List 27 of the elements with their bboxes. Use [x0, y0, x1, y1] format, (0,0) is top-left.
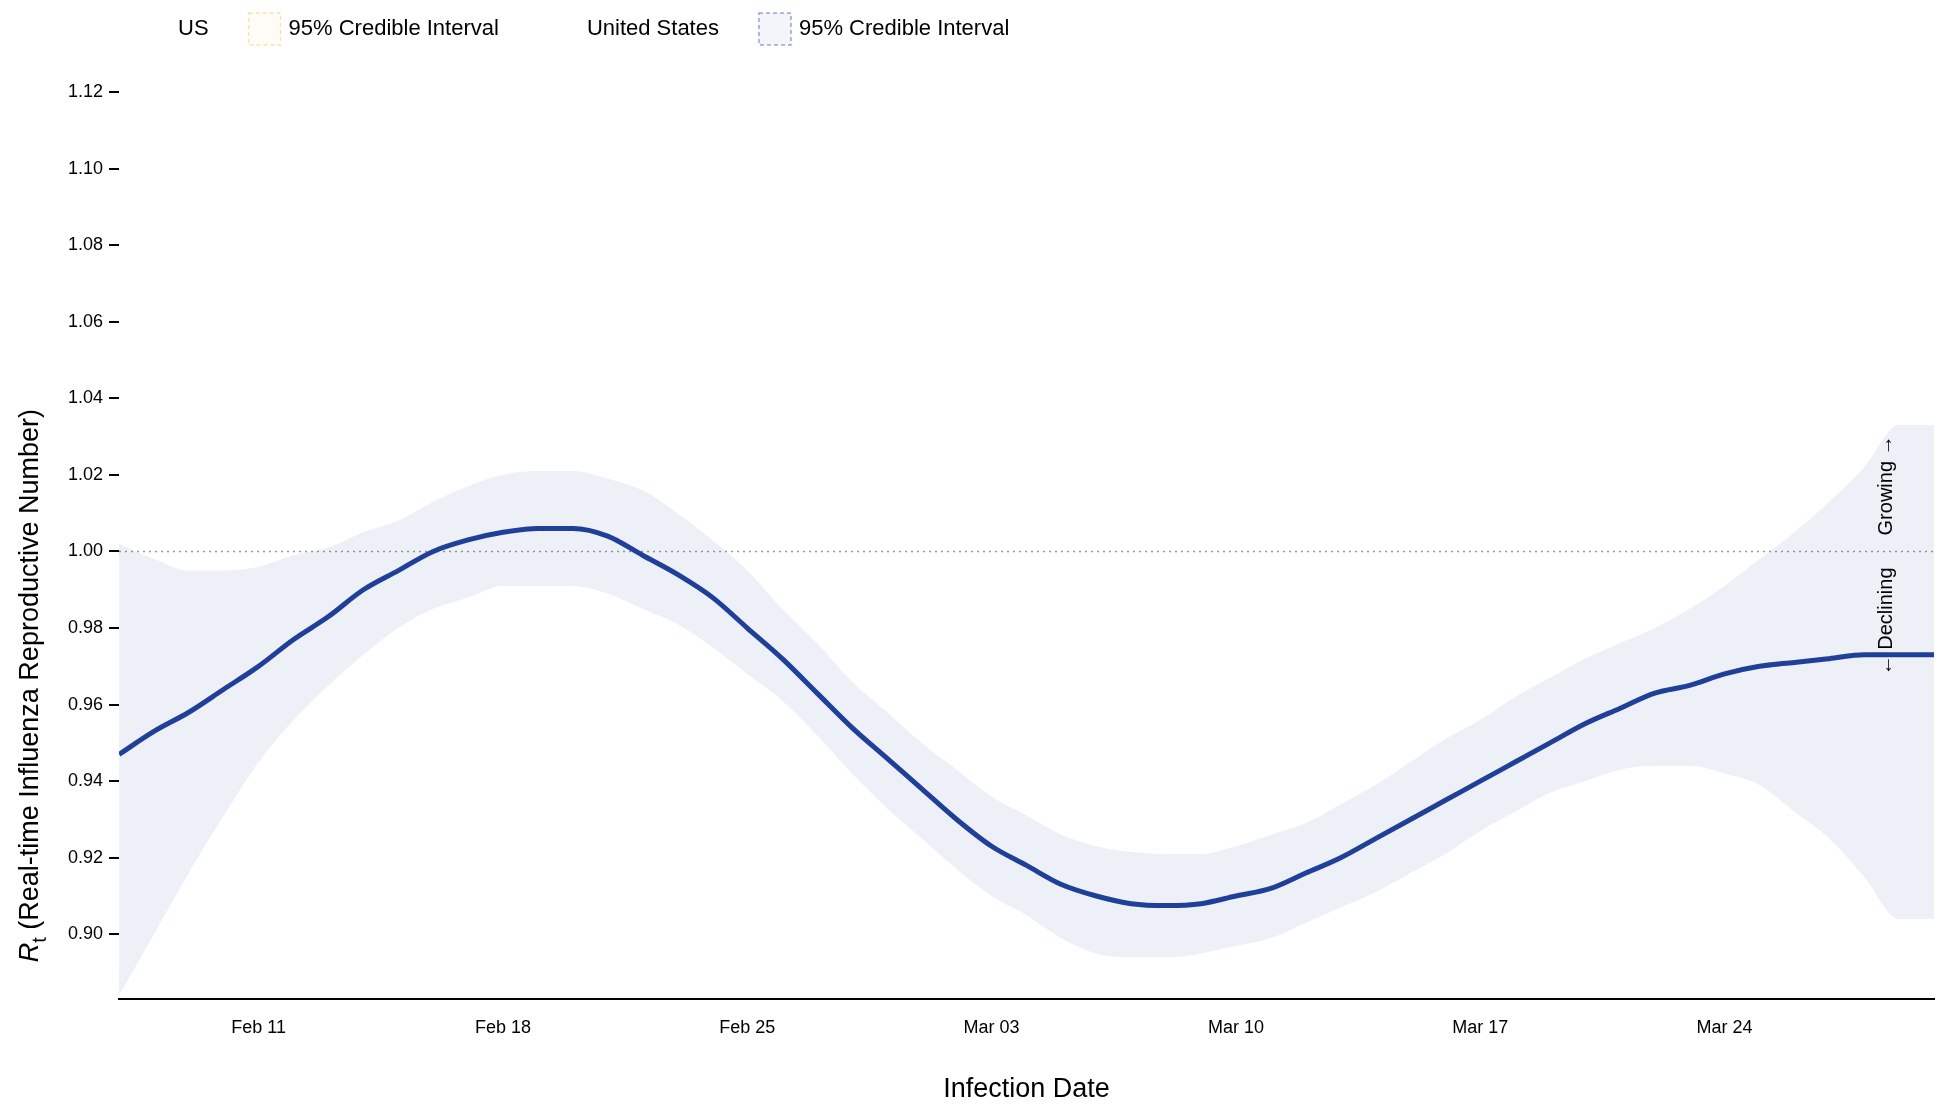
- x-tick-label: Mar 10: [1207, 1017, 1264, 1038]
- x-tick-label: Feb 11: [231, 1017, 286, 1038]
- y-tick-label: 1.10: [67, 157, 104, 178]
- y-tick-label: 0.96: [67, 693, 104, 714]
- annotation: Growing →: [1873, 435, 1896, 536]
- y-tick-label: 0.90: [67, 923, 104, 944]
- text: 95% Credible Interval: [798, 15, 1010, 41]
- y-tick-label: 0.92: [67, 846, 104, 867]
- x-tick-label: Mar 17: [1452, 1017, 1509, 1038]
- x-tick-label: Feb 18: [474, 1017, 531, 1038]
- x-axis-title: Infection Date: [943, 1073, 1110, 1103]
- y-tick-label: 0.98: [67, 616, 104, 637]
- legend-label: US: [178, 15, 209, 41]
- y-tick-label: 1.04: [67, 387, 104, 408]
- x-tick-label: Mar 03: [963, 1017, 1020, 1038]
- x-tick-label: Mar 24: [1696, 1017, 1753, 1038]
- y-tick-label: 1.08: [67, 234, 104, 255]
- annotation: ← Declining: [1873, 567, 1896, 676]
- y-tick-label: 1.12: [67, 80, 104, 101]
- text: 95% Credible Interval: [288, 15, 499, 41]
- y-tick-label: 1.06: [67, 310, 104, 331]
- y-tick-label: 1.00: [67, 540, 104, 561]
- x-tick-label: Feb 25: [719, 1017, 776, 1038]
- y-tick-label: 1.02: [67, 463, 104, 484]
- y-tick-label: 0.94: [67, 770, 104, 791]
- legend-label: United States: [586, 15, 719, 41]
- y-axis-title: Rt (Real-time Influenza Reproductive Number): [14, 409, 51, 963]
